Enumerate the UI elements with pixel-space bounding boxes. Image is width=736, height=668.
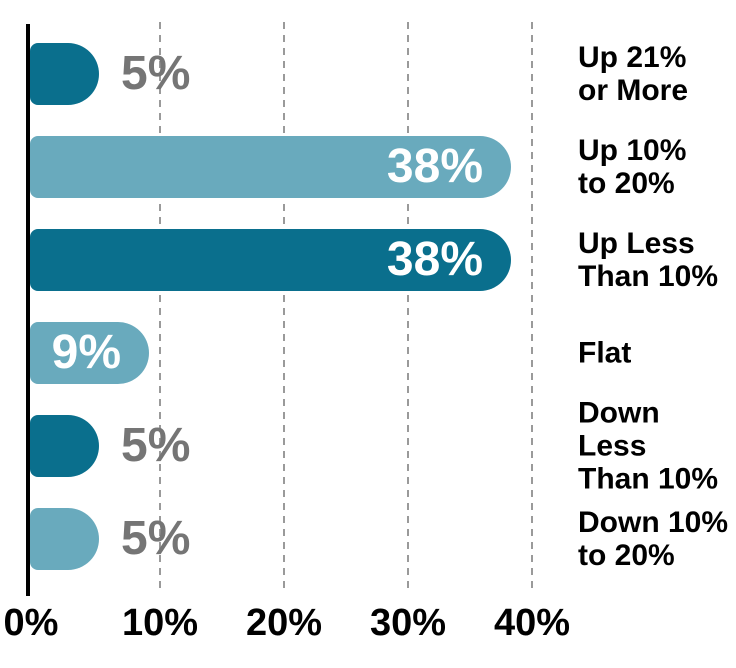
- category-label: Up 21% or More: [578, 41, 689, 107]
- category-label: Down Less Than 10%: [578, 396, 719, 496]
- x-tick-label: 40%: [493, 602, 571, 644]
- gridline: [531, 22, 533, 592]
- bar-value-label: 5%: [121, 47, 191, 100]
- bar: 38%: [30, 136, 511, 198]
- bar: [30, 415, 99, 477]
- x-tick-label: 10%: [121, 602, 199, 644]
- bar-row: 5%: [0, 508, 736, 570]
- bar: [30, 508, 99, 570]
- category-label: Up Less Than 10%: [578, 227, 719, 293]
- bar: 38%: [30, 229, 511, 291]
- bar-value-label: 38%: [386, 233, 483, 286]
- y-axis-line: [26, 24, 30, 596]
- bar: [30, 43, 99, 105]
- bar-value-label: 9%: [51, 326, 121, 379]
- x-tick-label: 30%: [369, 602, 447, 644]
- bar-row: 38%: [0, 229, 736, 291]
- bar-row: 5%: [0, 415, 736, 477]
- bar-row: 38%: [0, 136, 736, 198]
- gridline: [159, 22, 161, 592]
- bar: 9%: [30, 322, 149, 384]
- category-label: Down 10% to 20%: [578, 506, 729, 572]
- x-tick-label: 20%: [245, 602, 323, 644]
- x-tick-label: 0%: [3, 602, 59, 644]
- category-label: Up 10% to 20%: [578, 134, 687, 200]
- bar-row: 9%: [0, 322, 736, 384]
- gridline: [283, 22, 285, 592]
- bar-value-label: 5%: [121, 512, 191, 565]
- bar-value-label: 38%: [386, 140, 483, 193]
- gridline: [407, 22, 409, 592]
- bar-value-label: 5%: [121, 419, 191, 472]
- bar-row: 5%: [0, 43, 736, 105]
- category-label: Flat: [578, 336, 632, 370]
